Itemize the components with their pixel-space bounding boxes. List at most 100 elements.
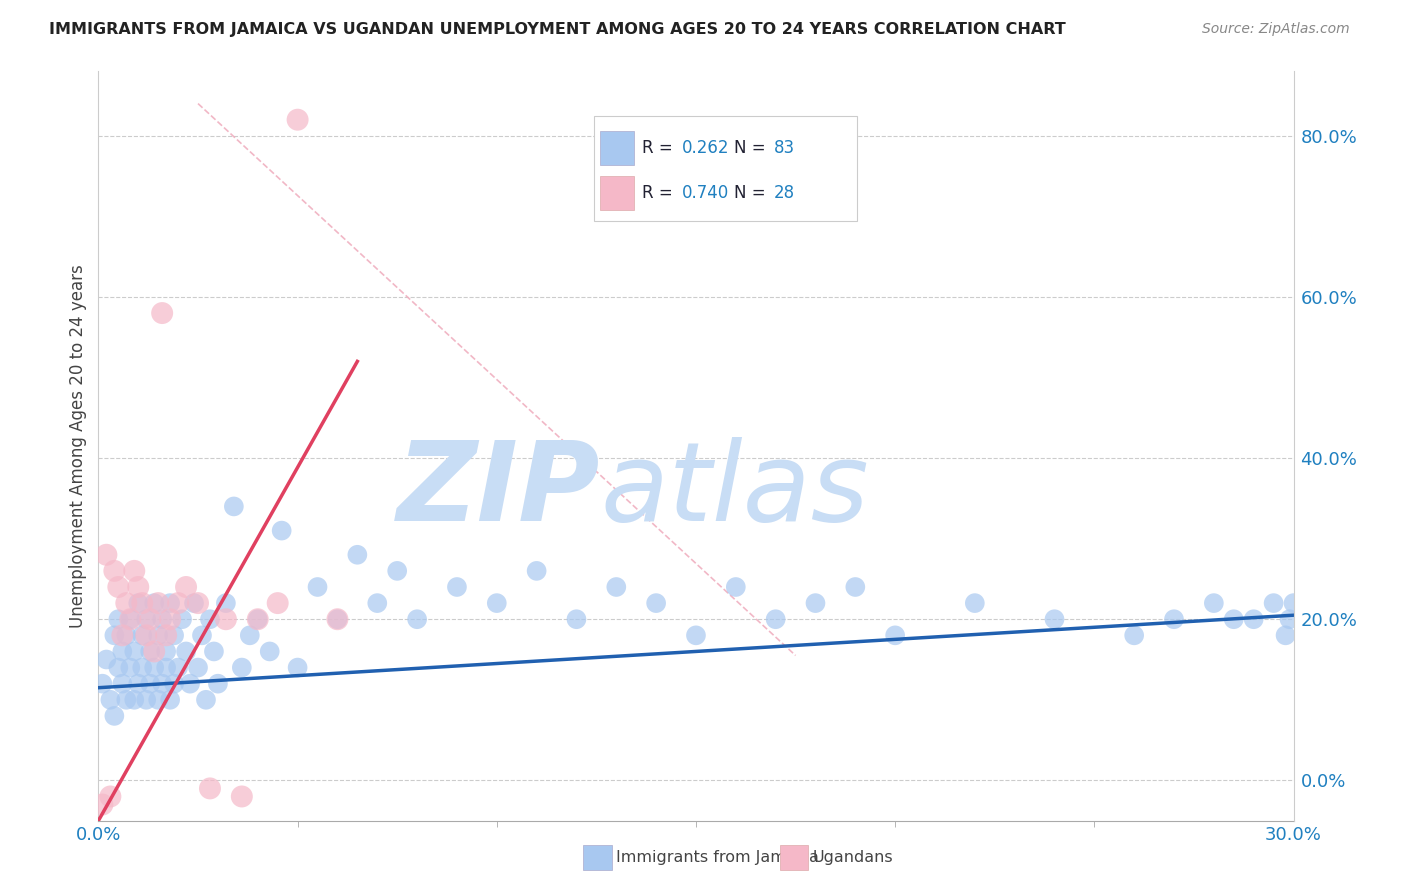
- Point: [124, 644, 146, 658]
- Point: [148, 693, 170, 707]
- Text: Source: ZipAtlas.com: Source: ZipAtlas.com: [1202, 22, 1350, 37]
- Text: 83: 83: [773, 139, 794, 157]
- Point: [131, 628, 153, 642]
- Point: [884, 628, 907, 642]
- Point: [103, 628, 125, 642]
- Point: [385, 564, 409, 578]
- Text: 0.740: 0.740: [682, 184, 728, 202]
- Point: [150, 612, 173, 626]
- Point: [111, 644, 134, 658]
- Point: [120, 612, 142, 626]
- Point: [1282, 596, 1305, 610]
- Point: [131, 596, 153, 610]
- Point: [239, 628, 262, 642]
- Point: [526, 564, 548, 578]
- Point: [96, 548, 118, 562]
- Point: [724, 580, 747, 594]
- Point: [202, 644, 225, 658]
- Point: [143, 644, 166, 658]
- Point: [270, 524, 292, 538]
- Point: [139, 612, 162, 626]
- Point: [246, 612, 269, 626]
- Point: [346, 548, 368, 562]
- Point: [124, 564, 146, 578]
- Point: [115, 693, 138, 707]
- Text: 28: 28: [773, 184, 794, 202]
- Point: [167, 596, 190, 610]
- FancyBboxPatch shape: [600, 177, 634, 210]
- Point: [765, 612, 787, 626]
- Point: [685, 628, 707, 642]
- Point: [96, 652, 118, 666]
- Point: [163, 676, 186, 690]
- Point: [135, 693, 157, 707]
- Y-axis label: Unemployment Among Ages 20 to 24 years: Unemployment Among Ages 20 to 24 years: [69, 264, 87, 628]
- Point: [107, 612, 129, 626]
- Point: [446, 580, 468, 594]
- Point: [135, 628, 157, 642]
- Point: [103, 564, 125, 578]
- Point: [111, 628, 134, 642]
- Point: [1043, 612, 1066, 626]
- Text: IMMIGRANTS FROM JAMAICA VS UGANDAN UNEMPLOYMENT AMONG AGES 20 TO 24 YEARS CORREL: IMMIGRANTS FROM JAMAICA VS UGANDAN UNEMP…: [49, 22, 1066, 37]
- Point: [143, 596, 166, 610]
- Point: [191, 628, 214, 642]
- Point: [1163, 612, 1185, 626]
- Point: [98, 693, 122, 707]
- Text: N =: N =: [734, 139, 770, 157]
- Point: [174, 580, 197, 594]
- Point: [150, 306, 173, 320]
- Point: [645, 596, 668, 610]
- Point: [963, 596, 986, 610]
- Point: [159, 612, 181, 626]
- Point: [259, 644, 281, 658]
- Point: [485, 596, 508, 610]
- Point: [103, 709, 125, 723]
- Point: [159, 693, 181, 707]
- Point: [198, 781, 221, 796]
- Point: [287, 112, 309, 127]
- Point: [844, 580, 866, 594]
- Point: [267, 596, 290, 610]
- Point: [1123, 628, 1146, 642]
- Point: [307, 580, 329, 594]
- Point: [91, 676, 114, 690]
- Text: 0.262: 0.262: [682, 139, 730, 157]
- Point: [179, 676, 201, 690]
- FancyBboxPatch shape: [600, 131, 634, 165]
- Point: [163, 628, 186, 642]
- Point: [131, 660, 153, 674]
- Point: [187, 660, 209, 674]
- Point: [1202, 596, 1225, 610]
- Point: [135, 612, 157, 626]
- Text: ZIP: ZIP: [396, 437, 600, 544]
- Point: [1263, 596, 1285, 610]
- Point: [120, 660, 142, 674]
- Text: atlas: atlas: [600, 437, 869, 544]
- Point: [155, 628, 177, 642]
- Point: [195, 693, 218, 707]
- Point: [167, 660, 190, 674]
- Point: [155, 644, 177, 658]
- Point: [222, 500, 245, 514]
- Point: [98, 789, 122, 804]
- Point: [1223, 612, 1246, 626]
- Point: [127, 676, 149, 690]
- Point: [150, 676, 173, 690]
- Point: [804, 596, 827, 610]
- Point: [172, 612, 194, 626]
- Point: [326, 612, 349, 626]
- Text: R =: R =: [643, 139, 678, 157]
- Text: N =: N =: [734, 184, 770, 202]
- Point: [326, 612, 349, 626]
- Point: [183, 596, 205, 610]
- Text: Immigrants from Jamaica: Immigrants from Jamaica: [616, 850, 818, 864]
- Point: [246, 612, 269, 626]
- Point: [1278, 612, 1301, 626]
- Point: [111, 676, 134, 690]
- Point: [174, 644, 197, 658]
- Point: [143, 660, 166, 674]
- Point: [366, 596, 388, 610]
- Point: [148, 628, 170, 642]
- Point: [139, 644, 162, 658]
